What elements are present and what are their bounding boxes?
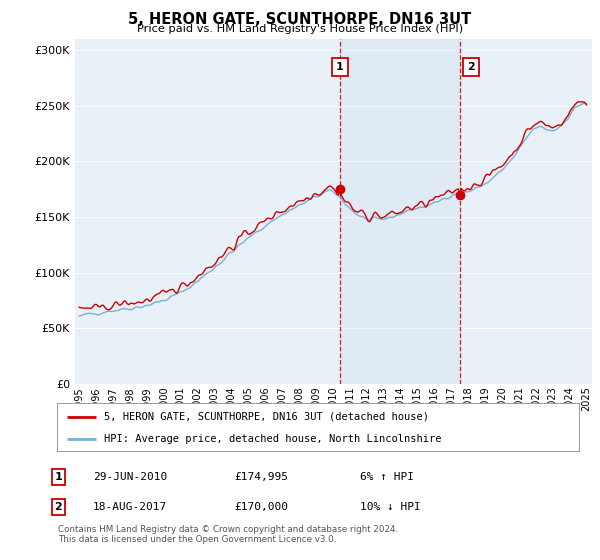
Text: HPI: Average price, detached house, North Lincolnshire: HPI: Average price, detached house, Nort…	[104, 434, 442, 444]
Text: 6% ↑ HPI: 6% ↑ HPI	[360, 472, 414, 482]
Text: 5, HERON GATE, SCUNTHORPE, DN16 3UT (detached house): 5, HERON GATE, SCUNTHORPE, DN16 3UT (det…	[104, 412, 429, 422]
Text: Price paid vs. HM Land Registry's House Price Index (HPI): Price paid vs. HM Land Registry's House …	[137, 24, 463, 34]
Text: £174,995: £174,995	[234, 472, 288, 482]
Text: 1: 1	[55, 472, 62, 482]
Text: 5, HERON GATE, SCUNTHORPE, DN16 3UT: 5, HERON GATE, SCUNTHORPE, DN16 3UT	[128, 12, 472, 27]
Bar	[340, 39, 460, 384]
Text: 2: 2	[467, 62, 475, 72]
Text: 18-AUG-2017: 18-AUG-2017	[93, 502, 167, 512]
Text: 2: 2	[55, 502, 62, 512]
Text: 10% ↓ HPI: 10% ↓ HPI	[360, 502, 421, 512]
Text: 29-JUN-2010: 29-JUN-2010	[93, 472, 167, 482]
Text: Contains HM Land Registry data © Crown copyright and database right 2024.
This d: Contains HM Land Registry data © Crown c…	[58, 525, 398, 544]
Text: £170,000: £170,000	[234, 502, 288, 512]
Text: 1: 1	[336, 62, 344, 72]
